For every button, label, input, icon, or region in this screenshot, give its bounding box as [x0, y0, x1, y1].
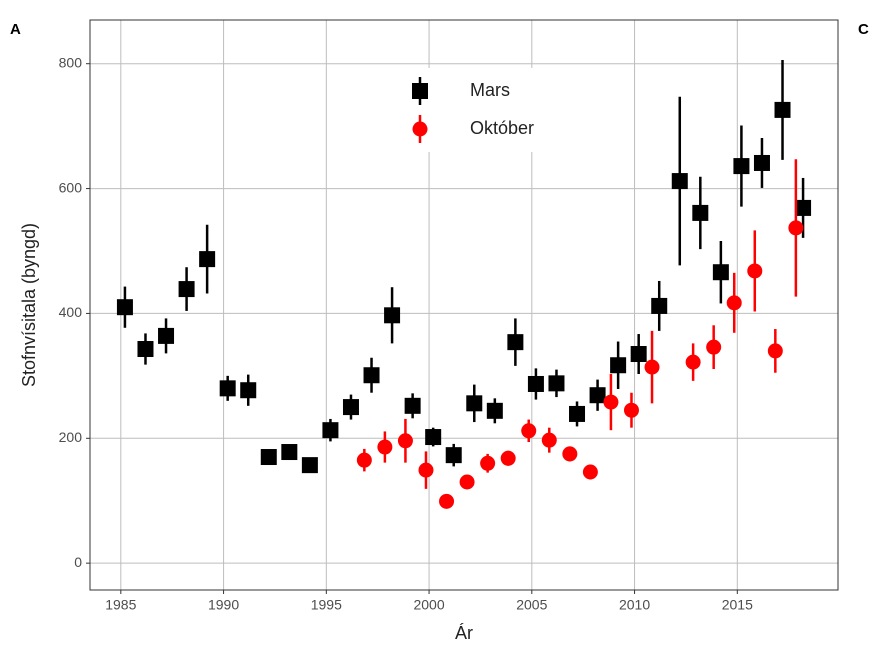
point	[630, 346, 647, 363]
legend-box	[365, 68, 570, 152]
point	[788, 220, 804, 236]
point	[356, 452, 372, 468]
point	[623, 402, 639, 418]
point	[706, 339, 722, 355]
point	[733, 158, 750, 175]
x-tick-label: 1995	[311, 597, 342, 613]
point	[301, 457, 318, 474]
x-tick-label: 2000	[413, 597, 444, 613]
point	[774, 101, 791, 118]
point	[692, 204, 709, 221]
point	[445, 447, 462, 464]
point	[562, 446, 578, 462]
point	[363, 367, 380, 384]
point	[753, 154, 770, 171]
legend-label: Mars	[470, 80, 510, 100]
point	[527, 375, 544, 392]
x-tick-label: 2005	[516, 597, 547, 613]
point	[397, 433, 413, 449]
point	[418, 462, 434, 478]
point	[425, 429, 442, 446]
x-axis-title: Ár	[455, 623, 473, 643]
y-tick-label: 200	[59, 429, 83, 445]
legend: Mars Október	[365, 68, 570, 152]
point	[439, 493, 455, 509]
point	[377, 439, 393, 455]
point	[459, 474, 475, 490]
y-tick-label: 400	[59, 304, 83, 320]
point	[404, 397, 421, 414]
point	[569, 405, 586, 422]
point	[644, 359, 660, 375]
point	[589, 387, 606, 404]
point	[541, 432, 557, 448]
point	[603, 394, 619, 410]
point	[342, 399, 359, 416]
point	[507, 334, 524, 351]
point	[486, 402, 503, 419]
point	[521, 423, 537, 439]
panel-label: A	[10, 21, 21, 38]
point	[582, 464, 598, 480]
point	[178, 281, 195, 298]
point	[137, 341, 154, 358]
plot-border	[89, 19, 839, 591]
y-tick-label: 0	[74, 554, 82, 570]
point	[480, 455, 496, 471]
point	[747, 263, 763, 279]
legend-key	[412, 121, 428, 137]
point	[322, 422, 339, 439]
x-tick-label: 1985	[105, 597, 136, 613]
point	[281, 444, 298, 461]
x-tick-label: 1990	[208, 597, 239, 613]
point	[158, 327, 175, 344]
point	[685, 354, 701, 370]
point	[384, 307, 401, 324]
y-tick-label: 600	[59, 179, 83, 195]
point	[116, 299, 133, 316]
point	[726, 295, 742, 311]
point	[610, 357, 627, 374]
x-tick-label: 2010	[619, 597, 650, 613]
point	[500, 450, 516, 466]
point	[548, 375, 565, 392]
point	[240, 382, 257, 399]
legend-label: Október	[470, 118, 534, 138]
y-tick-label: 800	[59, 54, 83, 70]
point	[219, 380, 236, 397]
y-axis-title: Stofnvísitala (byngd)	[19, 223, 39, 387]
point	[466, 395, 483, 412]
point	[795, 199, 812, 216]
x-tick-label: 2015	[722, 597, 753, 613]
panel-label: C	[858, 21, 869, 38]
point	[671, 173, 688, 190]
point	[260, 449, 277, 466]
point	[199, 251, 216, 268]
legend-key	[412, 83, 428, 99]
point	[767, 343, 783, 359]
point	[651, 297, 668, 314]
point	[712, 264, 729, 281]
